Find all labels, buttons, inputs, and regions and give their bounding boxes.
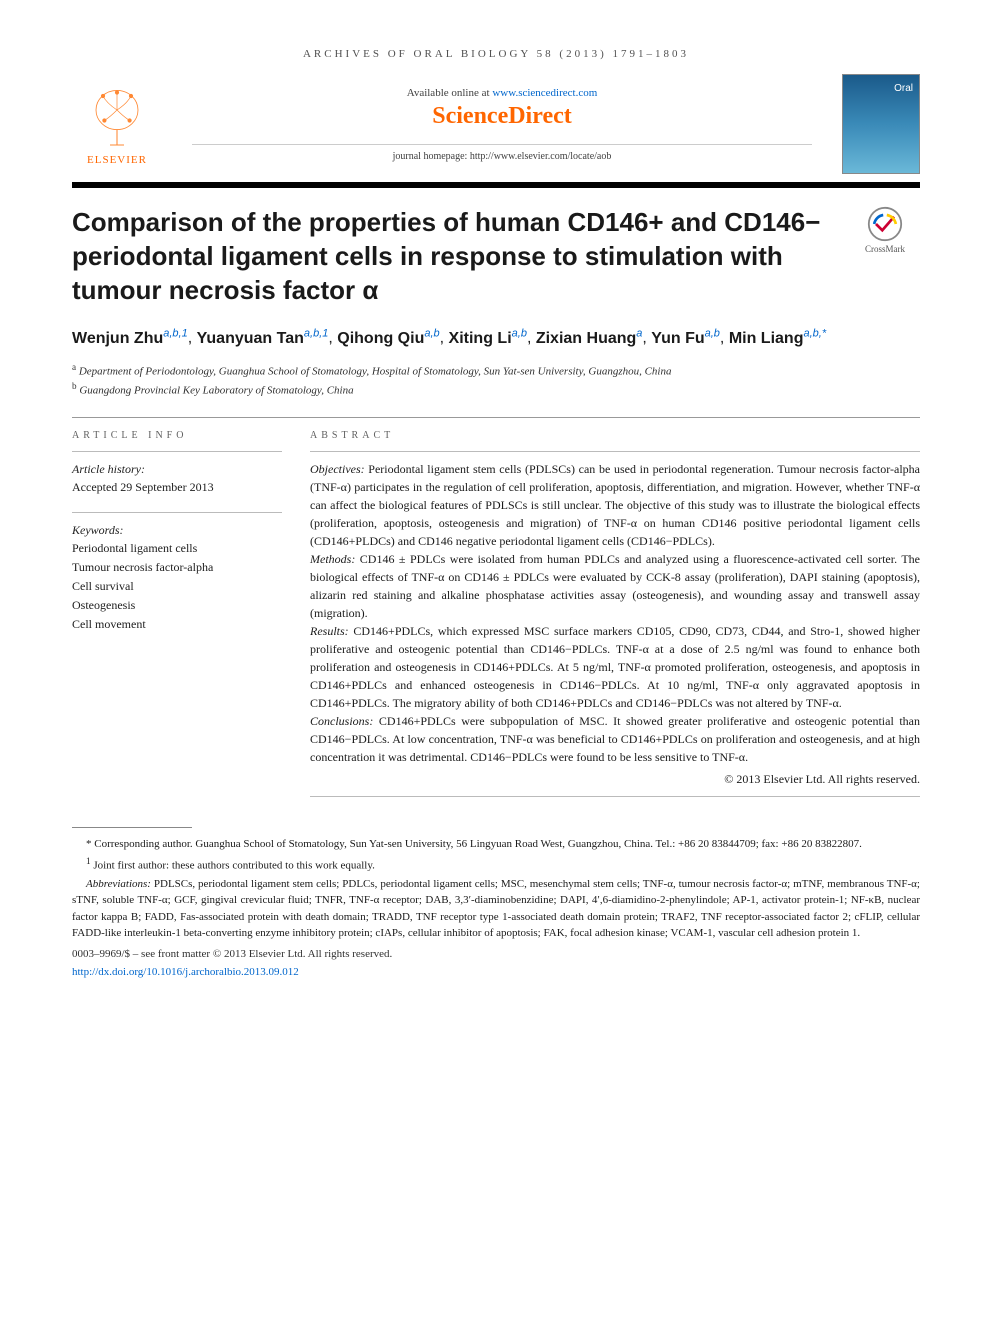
corresponding-label: * Corresponding author. [86, 838, 193, 850]
methods-text: CD146 ± PDLCs were isolated from human P… [310, 552, 920, 620]
results-head: Results: [310, 624, 349, 638]
joint-author-footnote: 1 Joint first author: these authors cont… [72, 855, 920, 874]
divider-bar [72, 182, 920, 188]
rule [310, 796, 920, 797]
footnotes: * Corresponding author. Guanghua School … [72, 836, 920, 942]
abbrev-text: PDLSCs, periodontal ligament stem cells;… [72, 878, 920, 940]
article-info-column: ARTICLE INFO Article history: Accepted 2… [72, 430, 282, 797]
keyword: Osteogenesis [72, 596, 282, 614]
history-label: Article history: [72, 460, 282, 478]
rule [310, 451, 920, 452]
accepted-date: Accepted 29 September 2013 [72, 478, 282, 496]
center-banner: Available online at www.sciencedirect.co… [162, 87, 842, 162]
article-title: Comparison of the properties of human CD… [72, 206, 830, 307]
abbrev-label: Abbreviations: [86, 878, 151, 890]
author: Wenjun Zhua,b,1 [72, 330, 188, 347]
keyword: Cell movement [72, 615, 282, 633]
abstract-heading: ABSTRACT [310, 430, 920, 441]
elsevier-tree-icon [82, 82, 152, 152]
joint-text: Joint first author: these authors contri… [91, 859, 375, 871]
affiliations: a Department of Periodontology, Guanghua… [72, 361, 920, 399]
journal-running-head: ARCHIVES OF ORAL BIOLOGY 58 (2013) 1791–… [72, 48, 920, 60]
results-text: CD146+PDLCs, which expressed MSC surface… [310, 624, 920, 710]
crossmark-icon [867, 206, 903, 242]
sciencedirect-logo[interactable]: ScienceDirect [162, 103, 842, 130]
conclusions-head: Conclusions: [310, 714, 373, 728]
affiliation: b Guangdong Provincial Key Laboratory of… [72, 380, 920, 399]
keywords-block: Keywords: Periodontal ligament cellsTumo… [72, 512, 282, 633]
author: Qihong Qiua,b [337, 330, 439, 347]
keyword: Periodontal ligament cells [72, 539, 282, 557]
front-matter-line: 0003–9969/$ – see front matter © 2013 El… [72, 948, 920, 960]
elsevier-text: ELSEVIER [87, 154, 147, 166]
abstract-body: Objectives: Periodontal ligament stem ce… [310, 460, 920, 788]
doi-link[interactable]: http://dx.doi.org/10.1016/j.archoralbio.… [72, 966, 299, 978]
elsevier-logo[interactable]: ELSEVIER [72, 74, 162, 174]
keywords-label: Keywords: [72, 521, 282, 539]
journal-homepage: journal homepage: http://www.elsevier.co… [192, 144, 812, 162]
footnote-rule [72, 827, 192, 828]
keyword: Tumour necrosis factor-alpha [72, 558, 282, 576]
article-history-block: Article history: Accepted 29 September 2… [72, 451, 282, 496]
objectives-text: Periodontal ligament stem cells (PDLSCs)… [310, 462, 920, 548]
available-text: Available online at [407, 87, 493, 99]
author: Min Lianga,b,* [729, 330, 826, 347]
author: Xiting Lia,b [449, 330, 527, 347]
corresponding-text: Guanghua School of Stomatology, Sun Yat-… [193, 838, 862, 850]
author: Yun Fua,b [651, 330, 720, 347]
article-info-heading: ARTICLE INFO [72, 430, 282, 441]
crossmark-label: CrossMark [850, 244, 920, 254]
abstract-column: ABSTRACT Objectives: Periodontal ligamen… [310, 430, 920, 797]
top-banner: ELSEVIER Available online at www.science… [72, 74, 920, 174]
rule [72, 417, 920, 418]
objectives-head: Objectives: [310, 462, 365, 476]
journal-cover-thumbnail[interactable] [842, 74, 920, 174]
corresponding-author-footnote: * Corresponding author. Guanghua School … [72, 836, 920, 853]
author: Zixian Huanga [536, 330, 643, 347]
keyword: Cell survival [72, 577, 282, 595]
sciencedirect-link[interactable]: www.sciencedirect.com [492, 87, 597, 99]
abbreviations-footnote: Abbreviations: PDLSCs, periodontal ligam… [72, 876, 920, 942]
copyright-line: © 2013 Elsevier Ltd. All rights reserved… [310, 770, 920, 788]
author: Yuanyuan Tana,b,1 [197, 330, 329, 347]
methods-head: Methods: [310, 552, 355, 566]
available-online-line: Available online at www.sciencedirect.co… [162, 87, 842, 99]
author-list: Wenjun Zhua,b,1, Yuanyuan Tana,b,1, Qiho… [72, 325, 920, 350]
affiliation: a Department of Periodontology, Guanghua… [72, 361, 920, 380]
conclusions-text: CD146+PDLCs were subpopulation of MSC. I… [310, 714, 920, 764]
crossmark-badge[interactable]: CrossMark [850, 206, 920, 254]
